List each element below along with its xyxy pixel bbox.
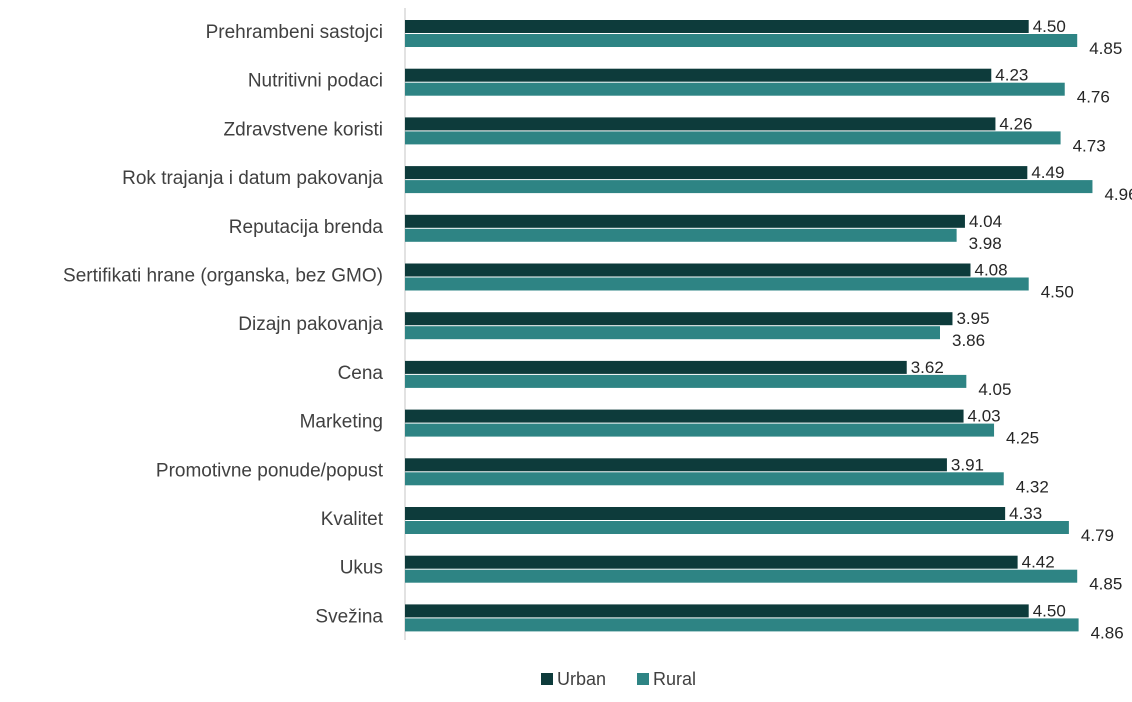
bar-rural	[405, 180, 1093, 194]
bar-rural	[405, 228, 957, 242]
value-label-urban: 4.26	[999, 114, 1032, 133]
bar-urban	[405, 20, 1029, 33]
bar-rural	[405, 277, 1029, 291]
bar-rural	[405, 618, 1079, 632]
value-label-rural: 3.86	[952, 331, 985, 350]
value-label-rural: 4.25	[1006, 429, 1039, 448]
value-label-urban: 4.33	[1009, 504, 1042, 523]
category-label: Zdravstvene koristi	[224, 119, 383, 140]
bar-rural	[405, 374, 967, 388]
value-label-urban: 4.23	[995, 66, 1028, 85]
value-label-urban: 4.42	[1022, 553, 1055, 572]
category-label: Dizajn pakovanja	[238, 314, 383, 335]
bar-urban	[405, 458, 947, 472]
value-label-rural: 4.79	[1081, 526, 1114, 545]
category-label: Reputacija brenda	[229, 217, 384, 238]
legend-label-urban: Urban	[557, 669, 606, 689]
bar-urban	[405, 68, 992, 82]
bar-urban	[405, 312, 953, 326]
value-label-urban: 4.50	[1033, 17, 1066, 36]
value-label-rural: 4.05	[978, 380, 1011, 399]
bar-urban	[405, 604, 1029, 618]
bar-urban	[405, 360, 907, 374]
category-label: Kvalitet	[321, 509, 384, 530]
bar-rural	[405, 472, 1004, 486]
bar-urban	[405, 409, 964, 423]
value-label-urban: 3.95	[956, 309, 989, 328]
bar-rural	[405, 131, 1061, 145]
value-label-urban: 4.04	[969, 212, 1002, 231]
bar-rural	[405, 34, 1078, 47]
bar-marks	[405, 20, 1093, 632]
category-label: Prehrambeni sastojci	[206, 22, 383, 43]
value-label-urban: 4.50	[1033, 601, 1066, 620]
bar-rural	[405, 326, 940, 340]
value-label-rural: 4.50	[1041, 283, 1074, 302]
value-label-rural: 4.76	[1077, 88, 1110, 107]
value-labels: 4.50 4.85 4.23 4.76 4.26 4.73 4.49 4.96 4.04 3.98…	[911, 17, 1132, 642]
value-label-rural: 4.85	[1089, 39, 1122, 58]
value-label-urban: 4.03	[968, 407, 1001, 426]
legend-label-rural: Rural	[653, 669, 696, 689]
legend-swatch-urban	[541, 673, 553, 685]
category-label: Nutritivni podaci	[248, 71, 383, 92]
category-label: Svežina	[315, 606, 383, 627]
category-label: Cena	[338, 363, 384, 384]
value-label-rural: 4.85	[1089, 575, 1122, 594]
bar-urban	[405, 166, 1028, 180]
value-label-rural: 4.96	[1104, 185, 1132, 204]
category-label: Marketing	[300, 412, 383, 433]
value-label-rural: 4.73	[1073, 136, 1106, 155]
bar-urban	[405, 117, 996, 131]
bar-urban	[405, 263, 971, 277]
bar-rural	[405, 423, 995, 437]
bar-rural	[405, 569, 1078, 583]
bar-rural	[405, 82, 1065, 96]
bar-urban	[405, 555, 1018, 569]
legend-swatch-rural	[637, 673, 649, 685]
bar-urban	[405, 214, 965, 228]
value-label-urban: 3.91	[951, 455, 984, 474]
value-label-urban: 3.62	[911, 358, 944, 377]
value-label-urban: 4.08	[974, 261, 1007, 280]
category-label: Promotivne ponude/popust	[156, 460, 384, 481]
value-label-rural: 4.86	[1091, 623, 1124, 642]
legend: Urban Rural	[541, 669, 696, 689]
bar-urban	[405, 507, 1006, 520]
bar-rural	[405, 521, 1069, 534]
category-label: Sertifikati hrane (organska, bez GMO)	[63, 266, 383, 287]
category-labels: Prehrambeni sastojci Nutritivni podaci Zdr…	[63, 22, 384, 627]
value-label-urban: 4.49	[1031, 163, 1064, 182]
value-label-rural: 4.32	[1016, 477, 1049, 496]
category-label: Rok trajanja i datum pakovanja	[122, 168, 383, 189]
value-label-rural: 3.98	[969, 234, 1002, 253]
category-label: Ukus	[340, 558, 383, 579]
